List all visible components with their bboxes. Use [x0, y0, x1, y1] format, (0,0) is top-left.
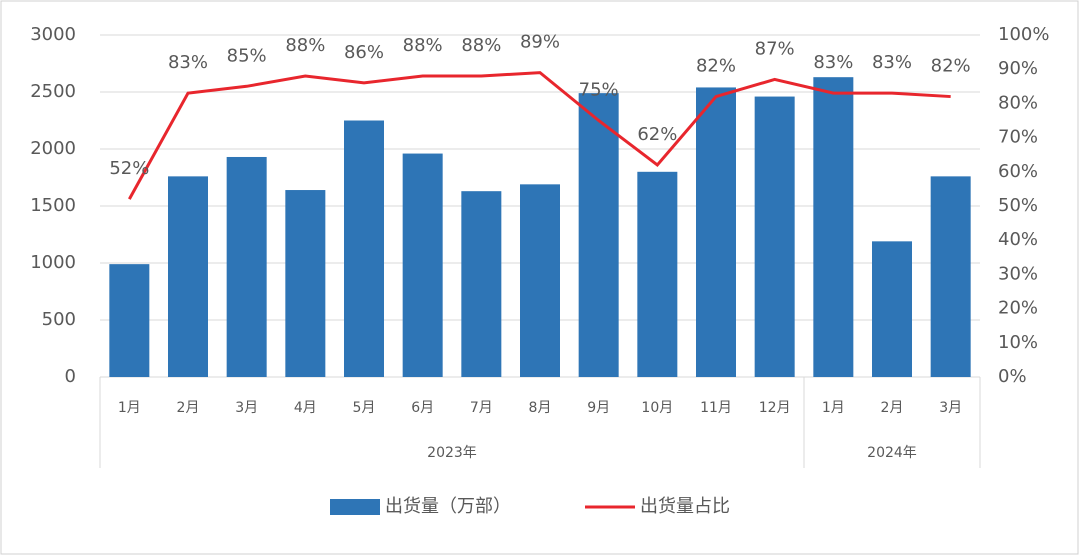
- bar: [461, 191, 502, 377]
- x-tick-label: 6月: [411, 400, 434, 416]
- bar: [930, 176, 971, 377]
- data-label: 87%: [755, 38, 795, 59]
- data-label: 89%: [520, 32, 560, 53]
- x-tick-label: 10月: [641, 400, 673, 416]
- bar: [226, 156, 267, 377]
- data-label: 75%: [579, 80, 619, 101]
- y-tick-label: 3000: [30, 24, 76, 45]
- y-tick-label: 2500: [30, 81, 76, 102]
- y2-tick-label: 60%: [998, 161, 1038, 182]
- bar: [109, 264, 150, 377]
- bar: [872, 241, 912, 377]
- x-tick-label: 12月: [759, 400, 791, 416]
- data-label: 83%: [168, 52, 208, 73]
- y2-tick-label: 40%: [998, 229, 1038, 250]
- y2-tick-label: 10%: [998, 332, 1038, 353]
- group-label: 2023年: [427, 445, 477, 461]
- bar: [578, 93, 619, 377]
- bar: [344, 120, 384, 377]
- bar: [168, 176, 208, 377]
- y2-tick-label: 100%: [998, 24, 1049, 45]
- data-label: 82%: [931, 56, 971, 77]
- y2-tick-label: 30%: [998, 263, 1038, 284]
- x-tick-label: 9月: [587, 400, 610, 416]
- data-label: 88%: [285, 35, 325, 56]
- data-label: 85%: [227, 45, 267, 66]
- x-tick-label: 4月: [294, 400, 317, 416]
- data-label: 88%: [461, 35, 501, 56]
- x-tick-label: 5月: [353, 400, 376, 416]
- legend-label: 出货量（万部）: [385, 496, 511, 517]
- bar: [520, 184, 560, 377]
- y2-tick-label: 90%: [998, 58, 1038, 79]
- bar: [813, 77, 854, 378]
- data-label: 62%: [637, 124, 677, 145]
- x-tick-label: 2月: [881, 400, 904, 416]
- y-tick-label: 1500: [30, 195, 76, 216]
- x-tick-label: 7月: [470, 400, 493, 416]
- y2-tick-label: 80%: [998, 92, 1038, 113]
- y-tick-label: 500: [42, 309, 76, 330]
- data-label: 52%: [109, 158, 149, 179]
- data-label: 83%: [872, 52, 912, 73]
- bar: [637, 171, 678, 377]
- bar: [285, 190, 326, 377]
- y-tick-label: 0: [65, 366, 76, 387]
- x-tick-label: 1月: [118, 400, 141, 416]
- x-tick-label: 11月: [700, 400, 732, 416]
- group-label: 2024年: [867, 445, 917, 461]
- y2-tick-label: 70%: [998, 127, 1038, 148]
- x-tick-label: 2月: [177, 400, 200, 416]
- x-tick-label: 3月: [235, 400, 258, 416]
- x-tick-label: 8月: [529, 400, 552, 416]
- bar: [696, 87, 736, 377]
- bar: [402, 153, 443, 377]
- data-label: 82%: [696, 56, 736, 77]
- y2-tick-label: 0%: [998, 366, 1027, 387]
- line: [128, 71, 951, 200]
- data-label: 86%: [344, 42, 384, 63]
- x-tick-label: 3月: [939, 400, 962, 416]
- y-tick-label: 2000: [30, 138, 76, 159]
- x-tick-label: 1月: [822, 400, 845, 416]
- data-label: 83%: [813, 52, 853, 73]
- legend-label: 出货量占比: [640, 496, 730, 517]
- y2-tick-label: 20%: [998, 298, 1038, 319]
- data-label: 88%: [403, 35, 443, 56]
- y2-tick-label: 50%: [998, 195, 1038, 216]
- bar: [754, 96, 795, 377]
- y-tick-label: 1000: [30, 252, 76, 273]
- legend-swatch: [330, 499, 380, 515]
